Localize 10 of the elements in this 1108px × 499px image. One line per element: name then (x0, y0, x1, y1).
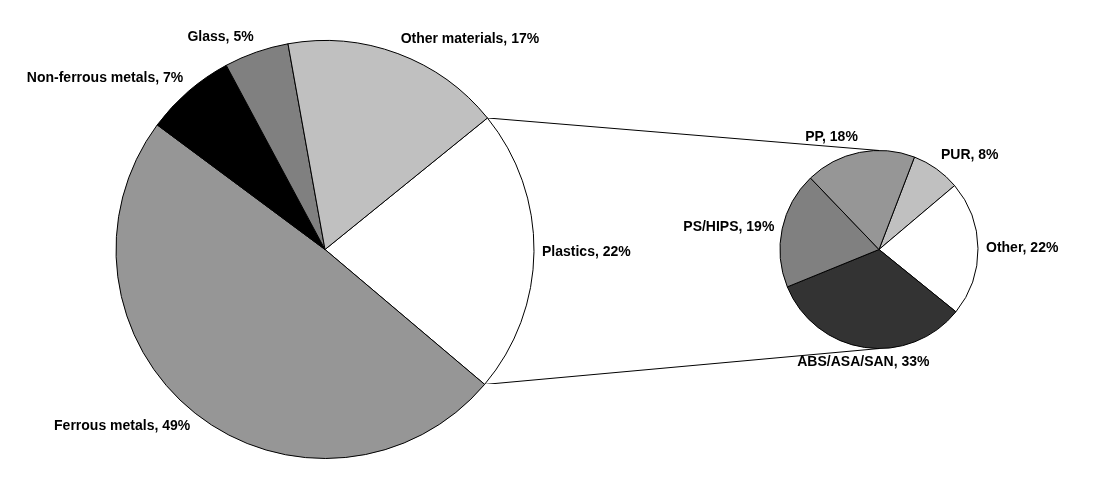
slice-label: PS/HIPS, 19% (683, 218, 775, 235)
slice-label: Glass, 5% (187, 28, 255, 45)
slice-label: Other, 22% (985, 239, 1059, 256)
slice-label: Ferrous metals, 49% (54, 417, 191, 434)
slice-label: Plastics, 22% (541, 242, 632, 259)
slice-label: PP, 18% (805, 128, 859, 145)
slice-label: Non-ferrous metals, 7% (26, 69, 184, 86)
slice-label: ABS/ASA/SAN, 33% (797, 353, 931, 370)
slice-label: Other materials, 17% (400, 29, 540, 46)
slice-label: PUR, 8% (940, 146, 1000, 163)
